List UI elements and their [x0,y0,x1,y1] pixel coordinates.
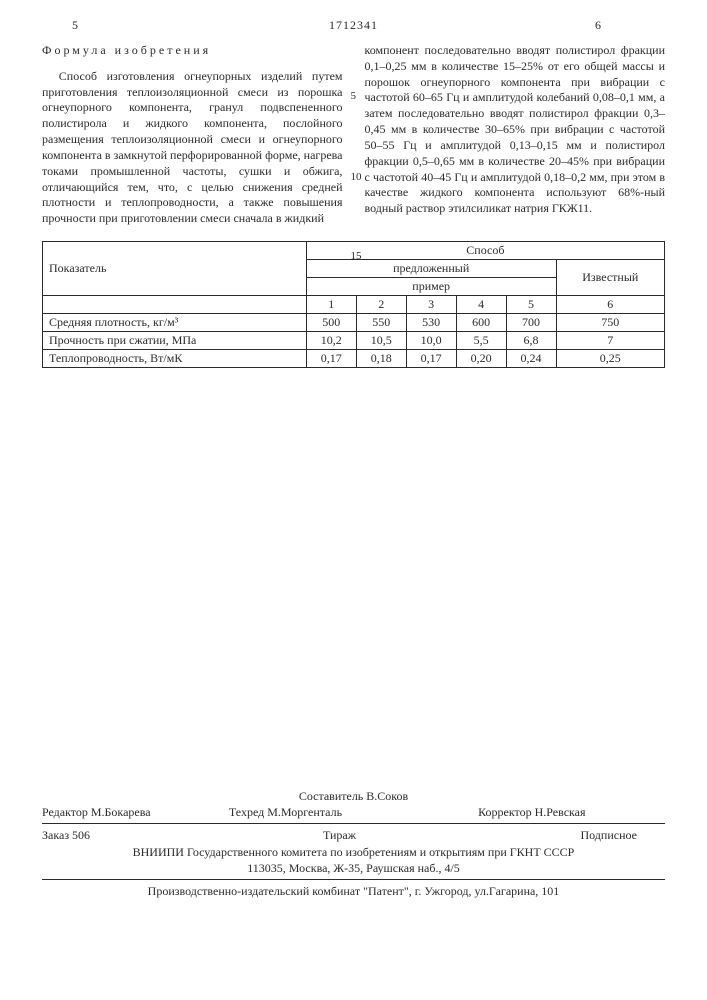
right-column: 5 10 15 компонент последовательно вводят… [365,43,666,227]
th-example: пример [306,278,556,296]
editor: Редактор М.Бокарева [42,804,229,820]
cell: 500 [306,314,356,332]
cell: 0,25 [556,350,664,368]
patent-number: 1712341 [112,18,595,33]
line-number-15: 15 [351,249,362,264]
cell: 10,0 [406,332,456,350]
cell: 5,5 [456,332,506,350]
th-col-4: 4 [456,296,506,314]
cell: 600 [456,314,506,332]
formula-title: Формула изобретения [42,43,343,59]
cell: 700 [506,314,556,332]
cell: 750 [556,314,664,332]
th-blank [43,296,307,314]
right-column-text: компонент последовательно вводят полисти… [365,43,666,217]
th-indicator: Показатель [43,242,307,296]
th-proposed: предложенный [306,260,556,278]
compiler: Составитель В.Соков [42,788,665,804]
cell: 10,2 [306,332,356,350]
left-column-text: Способ изготовления огнеупорных изделий … [42,69,343,227]
cell: 10,5 [356,332,406,350]
th-known: Известный [556,260,664,296]
th-col-3: 3 [406,296,456,314]
techred: Техред М.Моргенталь [229,804,478,820]
left-column: Формула изобретения Способ изготовления … [42,43,343,227]
sign: Подписное [439,827,665,843]
cell: 550 [356,314,406,332]
org-line-2: 113035, Москва, Ж-35, Раушская наб., 4/5 [42,860,665,876]
cell: 6,8 [506,332,556,350]
divider [42,823,665,824]
page-number-left: 5 [72,18,112,33]
line-number-5: 5 [351,89,357,104]
cell: 0,20 [456,350,506,368]
two-column-body: Формула изобретения Способ изготовления … [42,43,665,227]
corrector: Корректор Н.Ревская [478,804,665,820]
thick-divider [42,879,665,880]
th-col-5: 5 [506,296,556,314]
th-col-1: 1 [306,296,356,314]
cell: 0,18 [356,350,406,368]
cell: 0,17 [406,350,456,368]
cell: 0,17 [306,350,356,368]
row-label: Прочность при сжатии, МПа [43,332,307,350]
order-number: Заказ 506 [42,827,240,843]
printer-line: Производственно-издательский комбинат "П… [42,883,665,899]
line-number-10: 10 [351,170,362,185]
credits-block: Составитель В.Соков Редактор М.Бокарева … [42,788,665,899]
row-label: Теплопроводность, Вт/мК [43,350,307,368]
table-row: Прочность при сжатии, МПа 10,2 10,5 10,0… [43,332,665,350]
page-number-right: 6 [595,18,635,33]
th-col-6: 6 [556,296,664,314]
org-line-1: ВНИИПИ Государственного комитета по изоб… [42,844,665,860]
table-row: Средняя плотность, кг/м³ 500 550 530 600… [43,314,665,332]
th-col-2: 2 [356,296,406,314]
cell: 7 [556,332,664,350]
cell: 0,24 [506,350,556,368]
page-header: 5 1712341 6 [42,18,665,33]
table-row: Теплопроводность, Вт/мК 0,17 0,18 0,17 0… [43,350,665,368]
patent-page: 5 1712341 6 Формула изобретения Способ и… [0,0,707,1000]
row-label: Средняя плотность, кг/м³ [43,314,307,332]
cell: 530 [406,314,456,332]
tirazh: Тираж [240,827,438,843]
